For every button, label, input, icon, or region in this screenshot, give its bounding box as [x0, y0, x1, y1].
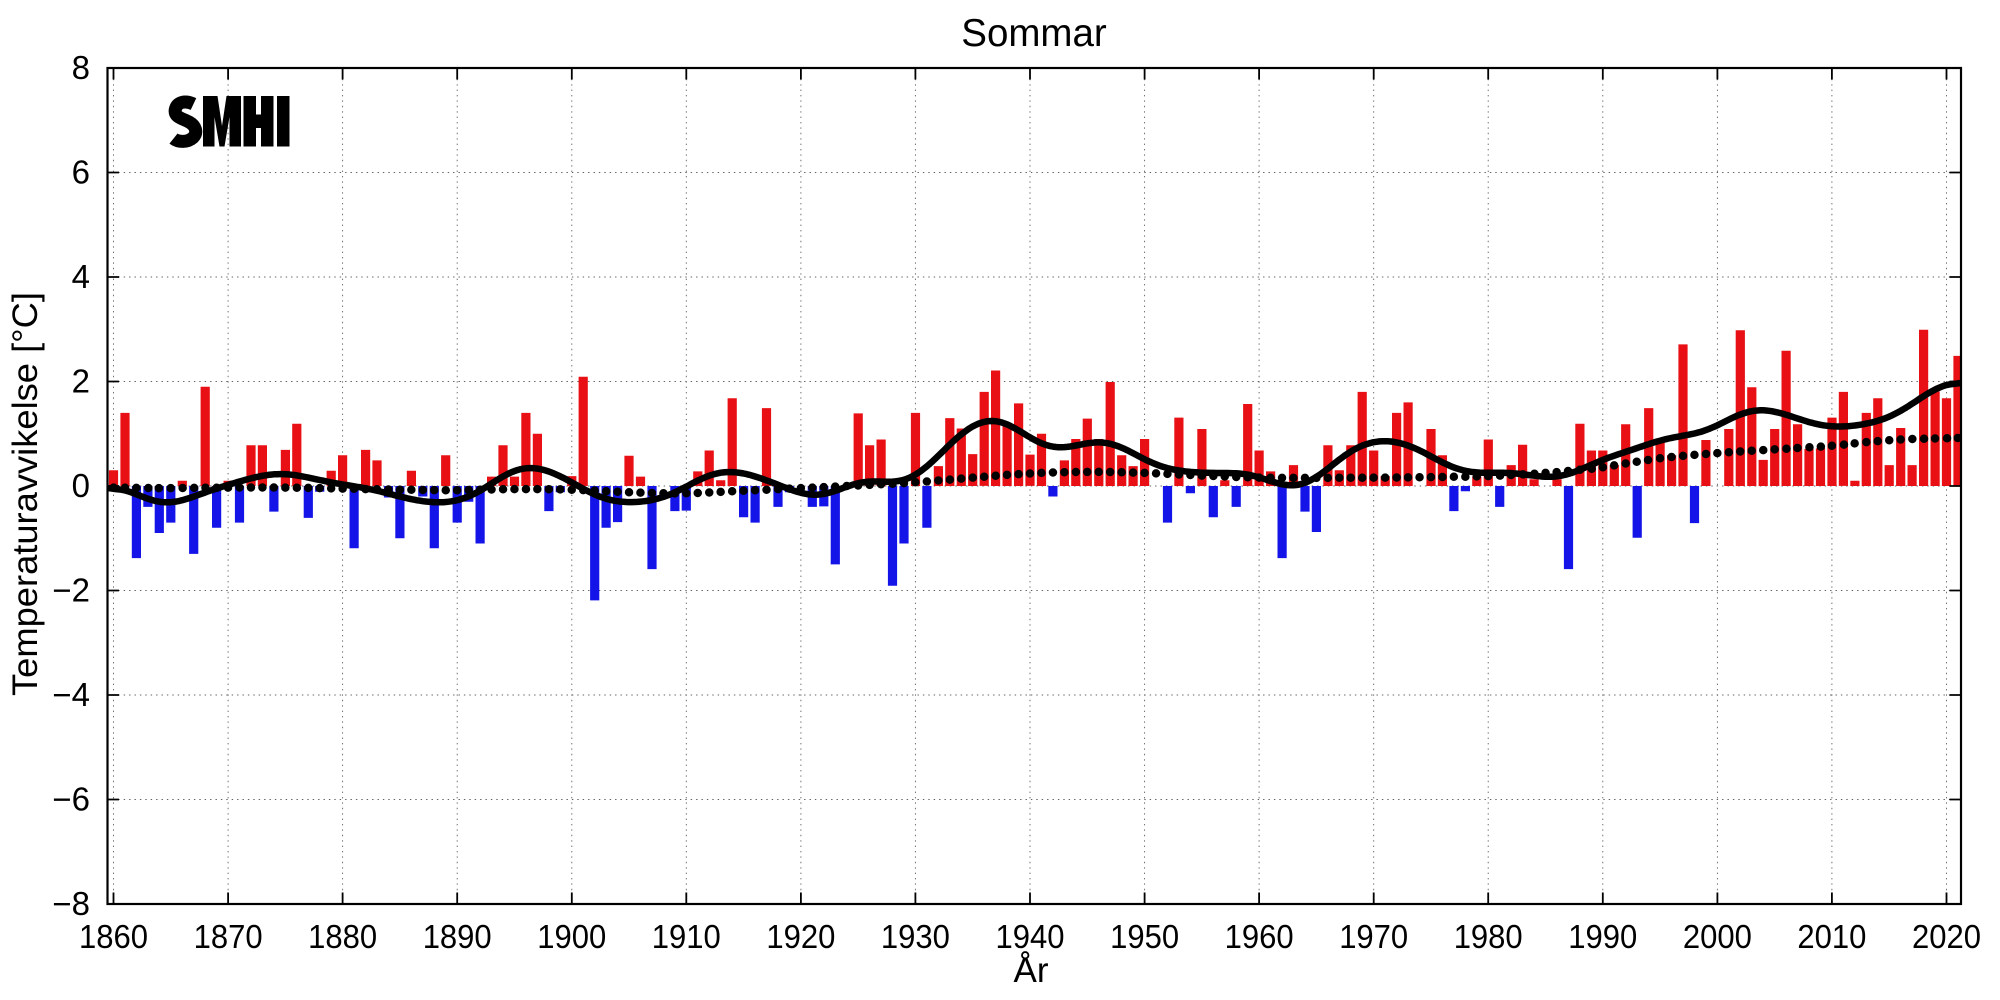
svg-text:−6: −6 — [52, 781, 90, 818]
svg-text:2010: 2010 — [1797, 918, 1866, 955]
svg-text:1890: 1890 — [423, 918, 492, 955]
svg-text:1960: 1960 — [1225, 918, 1294, 955]
svg-text:1870: 1870 — [194, 918, 263, 955]
svg-text:−4: −4 — [52, 676, 90, 713]
svg-text:1920: 1920 — [766, 918, 835, 955]
svg-text:1900: 1900 — [537, 918, 606, 955]
svg-text:1970: 1970 — [1339, 918, 1408, 955]
svg-text:4: 4 — [72, 258, 90, 295]
svg-text:1990: 1990 — [1568, 918, 1637, 955]
svg-text:1910: 1910 — [652, 918, 721, 955]
svg-text:−2: −2 — [52, 572, 90, 609]
svg-text:−8: −8 — [52, 885, 90, 922]
svg-text:1880: 1880 — [308, 918, 377, 955]
svg-text:6: 6 — [72, 154, 90, 191]
svg-text:Sommar: Sommar — [961, 12, 1107, 55]
svg-text:1980: 1980 — [1454, 918, 1523, 955]
svg-text:År: År — [1014, 951, 1049, 990]
svg-text:0: 0 — [72, 467, 90, 504]
svg-text:2020: 2020 — [1912, 918, 1981, 955]
svg-text:2000: 2000 — [1683, 918, 1752, 955]
svg-text:2: 2 — [72, 363, 90, 400]
svg-text:1940: 1940 — [996, 918, 1065, 955]
svg-text:1860: 1860 — [79, 918, 148, 955]
svg-text:8: 8 — [72, 49, 90, 86]
svg-text:1930: 1930 — [881, 918, 950, 955]
svg-text:Temperaturavvikelse [°C]: Temperaturavvikelse [°C] — [6, 292, 45, 696]
svg-text:1950: 1950 — [1110, 918, 1179, 955]
